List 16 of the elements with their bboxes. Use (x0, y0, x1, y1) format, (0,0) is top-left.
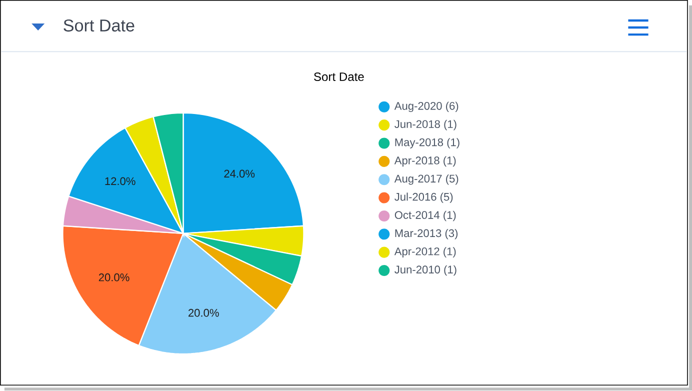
data-label: 20.0% (188, 309, 219, 317)
legend-label: May-2018 (1) (395, 138, 460, 149)
legend-label: Jun-2018 (1) (394, 120, 456, 130)
chart-subtitle: Sort Date (314, 72, 364, 82)
chart-title: Sort Date (64, 20, 134, 32)
legend-label: Aug-2020 (6) (394, 102, 458, 112)
data-label: 24.0% (224, 170, 255, 178)
legend-label: Apr-2018 (1) (394, 156, 456, 167)
legend-label: Jul-2016 (5) (394, 192, 453, 204)
data-label: 20.0% (98, 274, 130, 282)
legend-label: Jun-2010 (1) (394, 266, 456, 276)
legend-label: Mar-2013 (3) (395, 229, 458, 240)
legend-label: Apr-2012 (1) (394, 247, 456, 258)
data-label: 12.0% (105, 177, 136, 186)
legend-label: Aug-2017 (5) (394, 174, 458, 185)
legend-label: Oct-2014 (1) (394, 210, 456, 222)
